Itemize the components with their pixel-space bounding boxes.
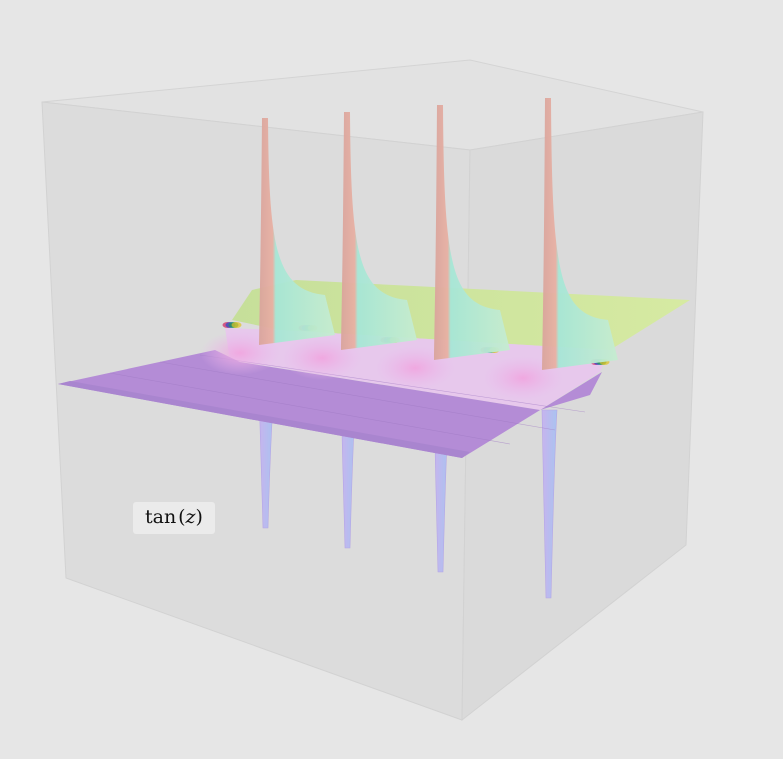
zero-point-1 (222, 322, 242, 328)
function-argument: z (185, 506, 196, 528)
upper-spikes (259, 98, 618, 370)
pole-spike-up-4 (542, 98, 618, 370)
pole-spike-up-1 (259, 118, 335, 345)
function-name: tan (145, 506, 177, 528)
pole-spike-down-4 (541, 409, 558, 599)
function-paren-open: ( (176, 506, 186, 528)
function-label: tan (z) (133, 502, 215, 534)
pole-spike-up-2 (341, 112, 417, 350)
function-paren-close: ) (195, 506, 203, 528)
pole-spike-up-3 (434, 105, 510, 360)
